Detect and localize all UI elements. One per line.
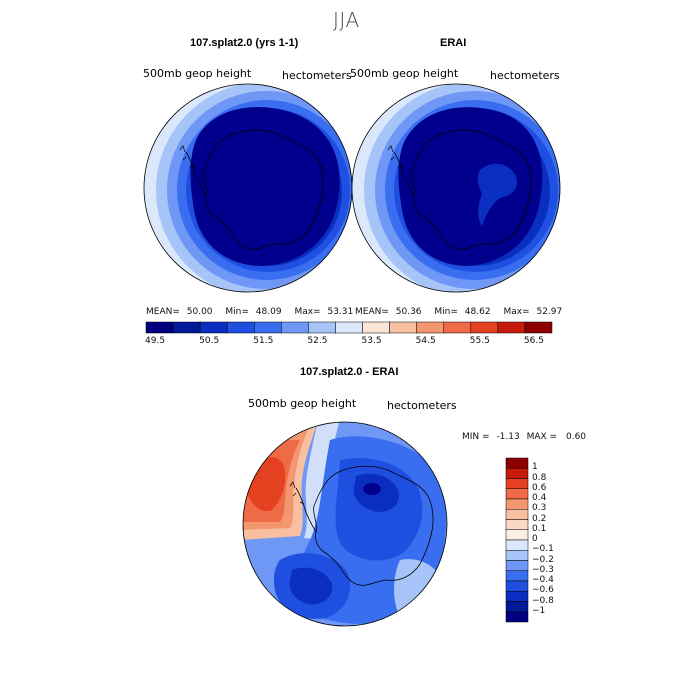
colorbar-difference-swatch xyxy=(505,570,529,582)
stats-obs-max: 52.97 xyxy=(536,307,563,317)
colorbar-difference-swatch xyxy=(505,550,529,561)
diff-panel-units-label: hectometers xyxy=(387,399,457,412)
colorbar-absolute-swatch xyxy=(172,321,201,334)
colorbar-difference-swatch xyxy=(505,468,529,479)
panel-model-units-label: hectometers xyxy=(282,69,352,82)
page-title: JJA xyxy=(333,8,360,32)
stats-obs-min-label: Min= xyxy=(434,307,458,317)
colorbar-absolute-tick-label: 51.5 xyxy=(253,336,274,346)
colorbar-absolute-swatch xyxy=(470,321,499,334)
colorbar-absolute-tick-label: 50.5 xyxy=(199,336,220,346)
colorbar-absolute-tick-label: 54.5 xyxy=(415,336,436,346)
colorbar-difference-tick-label: 0.3 xyxy=(532,503,547,514)
colorbar-absolute-swatch xyxy=(145,321,174,334)
panel-obs-units-label: hectometers xyxy=(490,69,560,82)
colorbar-difference-swatch xyxy=(505,539,529,551)
colorbar-difference-swatch xyxy=(505,601,529,612)
colorbar-difference-tick-label: 0 xyxy=(532,534,538,544)
panel-obs-field-label: 500mb geop height xyxy=(350,67,459,80)
colorbar-absolute-swatch xyxy=(416,321,444,334)
colorbar-absolute-swatch xyxy=(199,321,228,334)
stats-obs: MEAN= 50.36 Min= 48.62 Max= 52.97 xyxy=(355,307,562,317)
colorbar-absolute-swatch xyxy=(362,321,390,334)
colorbar-absolute-swatch xyxy=(308,321,336,334)
stats-model-max: 53.31 xyxy=(327,307,354,317)
colorbar-difference-tick-label: −0.8 xyxy=(532,595,554,606)
colorbar-absolute-tick-label: 56.5 xyxy=(523,336,544,346)
panel-title-obs: ERAI xyxy=(440,37,467,49)
colorbar-absolute-swatch xyxy=(254,321,282,334)
colorbar-difference-tick-label: −0.1 xyxy=(532,544,554,555)
stats-obs-min: 48.62 xyxy=(464,307,491,317)
colorbar-absolute-tick-label: 53.5 xyxy=(361,336,382,346)
colorbar-difference xyxy=(505,457,529,623)
colorbar-absolute-swatch xyxy=(226,321,255,334)
colorbar-difference-swatch xyxy=(505,519,529,530)
diff-min: -1.13 xyxy=(496,432,520,442)
diff-min-label: MIN = xyxy=(462,432,490,442)
colorbar-absolute-swatch xyxy=(389,321,417,334)
colorbar-difference-tick-label: −0.4 xyxy=(532,575,554,585)
stats-model-max-label: Max= xyxy=(294,307,321,317)
colorbar-absolute-swatch xyxy=(524,321,553,334)
stats-model-mean: 50.00 xyxy=(186,307,213,317)
colorbar-difference-tick-label: −0.3 xyxy=(532,564,554,575)
colorbar-absolute-swatch xyxy=(335,321,363,334)
stats-obs-mean: 50.36 xyxy=(395,307,422,317)
colorbar-difference-tick-label: 0.1 xyxy=(532,523,547,534)
diff-stats: MIN = -1.13 MAX = 0.60 xyxy=(462,432,586,442)
colorbar-difference-swatch xyxy=(505,457,529,469)
diff-max: 0.60 xyxy=(565,432,587,442)
stats-obs-mean-label: MEAN= xyxy=(355,307,389,317)
colorbar-difference-swatch xyxy=(505,611,529,623)
colorbar-difference-swatch xyxy=(505,478,529,489)
map-difference xyxy=(243,422,447,626)
colorbar-absolute xyxy=(145,321,553,334)
colorbar-difference-tick-label: 1 xyxy=(532,462,538,473)
stats-obs-max-label: Max= xyxy=(503,307,530,317)
colorbar-difference-tick-label: 0.6 xyxy=(532,482,547,493)
colorbar-absolute-swatch xyxy=(497,321,526,334)
colorbar-difference-swatch xyxy=(505,580,529,592)
colorbar-absolute-tick-label: 55.5 xyxy=(469,336,490,346)
colorbar-difference-swatch xyxy=(505,591,529,602)
stats-model-mean-label: MEAN= xyxy=(146,307,180,317)
colorbar-difference-tick-label: −0.6 xyxy=(532,585,554,596)
colorbar-difference-tick-label: −0.2 xyxy=(532,554,554,565)
map-obs xyxy=(352,84,560,292)
colorbar-difference-tick-label: 0.8 xyxy=(532,472,547,483)
colorbar-absolute-swatch xyxy=(281,321,309,334)
colorbar-difference-swatch xyxy=(505,529,529,541)
colorbar-absolute-tick-label: 49.5 xyxy=(145,336,166,346)
colorbar-difference-swatch xyxy=(505,509,529,520)
colorbar-difference-tick-label: 0.4 xyxy=(532,493,547,503)
stats-model-min-label: Min= xyxy=(225,307,249,317)
colorbar-difference-swatch xyxy=(505,488,529,500)
colorbar-difference-swatch xyxy=(505,560,529,571)
stats-model-min: 48.09 xyxy=(255,307,282,317)
colorbar-difference-swatch xyxy=(505,498,529,510)
colorbar-difference-tick-label: −1 xyxy=(532,605,546,616)
stats-model: MEAN= 50.00 Min= 48.09 Max= 53.31 xyxy=(146,307,353,317)
panel-model-field-label: 500mb geop height xyxy=(143,67,252,80)
panel-title-model: 107.splat2.0 (yrs 1-1) xyxy=(190,37,299,49)
colorbar-absolute-swatch xyxy=(443,321,472,334)
colorbar-absolute-tick-label: 52.5 xyxy=(307,336,328,346)
colorbar-difference-tick-label: 0.2 xyxy=(532,513,547,524)
diff-panel-field-label: 500mb geop height xyxy=(248,397,357,410)
diff-max-label: MAX = xyxy=(526,432,558,442)
map-model xyxy=(144,84,352,292)
diff-panel-title: 107.splat2.0 - ERAI xyxy=(300,366,399,378)
